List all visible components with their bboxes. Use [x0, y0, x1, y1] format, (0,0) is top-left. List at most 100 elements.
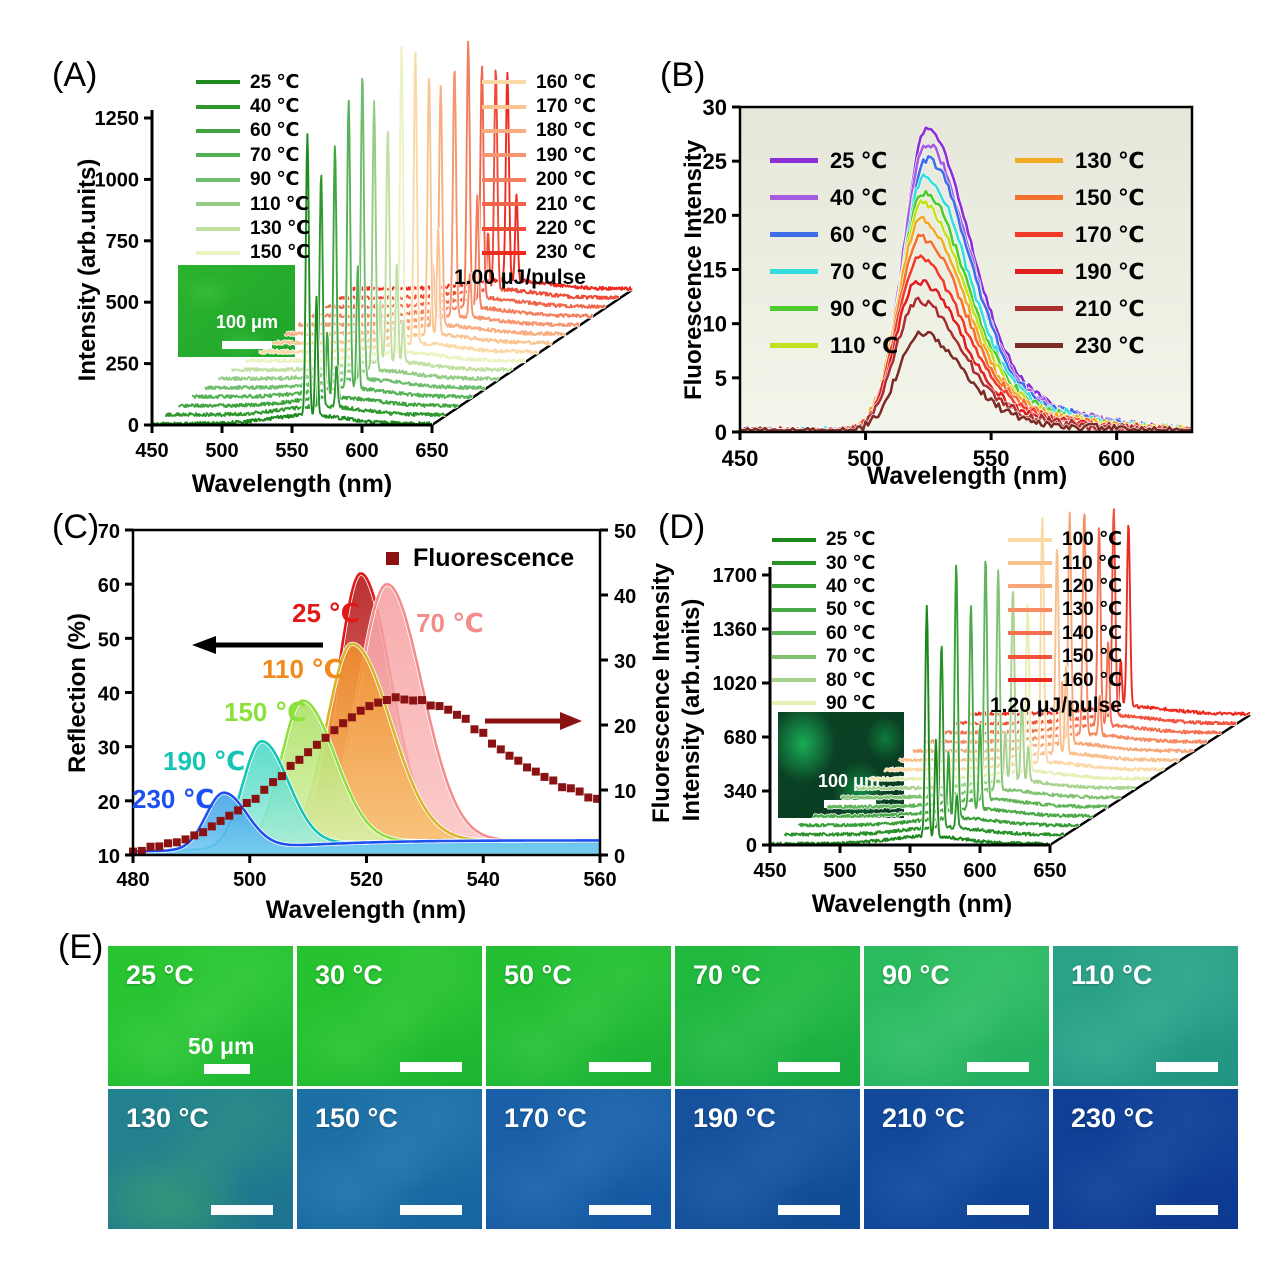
svg-text:40: 40 [98, 684, 120, 706]
micrograph-110c: 110 °C [1053, 946, 1238, 1086]
micrograph-temperature-label: 130 °C [126, 1103, 209, 1133]
panel-d-xlabel: Wavelength (nm) [811, 890, 1013, 918]
legend-label: 40 ℃ [830, 184, 888, 210]
micrograph-210c: 210 °C [864, 1089, 1049, 1229]
right-axis-arrow [560, 712, 582, 730]
legend-entry-210: 210 ℃ [482, 192, 596, 216]
legend-entry-50: 50 ℃ [772, 598, 875, 621]
svg-text:340: 340 [724, 781, 757, 803]
micrograph-temperature-label: 230 °C [1071, 1103, 1154, 1133]
legend-line-swatch [772, 584, 816, 589]
svg-text:1360: 1360 [713, 619, 758, 641]
legend-line-swatch [482, 250, 526, 255]
svg-text:1000: 1000 [95, 169, 140, 191]
legend-line-swatch [772, 537, 816, 542]
legend-label: 170 ℃ [1075, 221, 1145, 247]
curve-label-110: 110 ℃ [262, 654, 343, 684]
micrograph-70c: 70 °C [675, 946, 860, 1086]
svg-text:1020: 1020 [713, 673, 758, 695]
micrograph-scalebar [589, 1205, 651, 1215]
svg-text:40: 40 [614, 586, 636, 608]
legend-entry-140: 140 ℃ [1008, 622, 1122, 645]
legend-line-swatch [482, 226, 526, 231]
panel-c-letter: (C) [52, 508, 100, 546]
legend-label: 190 ℃ [536, 144, 596, 166]
legend-label: 30 ℃ [826, 552, 876, 574]
micrograph-230c: 230 °C [1053, 1089, 1238, 1229]
panel-a-plot: 0 250 500 750 1000 1250 450 500 550 600 650 [95, 40, 634, 462]
legend-entry-60: 60 ℃ [772, 622, 875, 645]
svg-text:10: 10 [614, 781, 636, 803]
legend-label: 25 ℃ [826, 529, 876, 551]
legend-line-swatch [482, 153, 526, 158]
legend-entry-150: 150 ℃ [1008, 645, 1122, 668]
svg-text:30: 30 [98, 738, 120, 760]
micrograph-scalebar [400, 1205, 462, 1215]
micrograph-grid: 25 °C 50 μm 30 °C 50 °C 70 °C 90 °C 110 °C 130 … [30, 926, 1263, 1256]
legend-line-swatch [196, 177, 240, 182]
legend-label: 120 ℃ [1062, 575, 1122, 597]
panel-e: (E) 25 °C 50 μm 30 °C 50 °C 70 °C 90 °C 110 °C… [30, 926, 1263, 1256]
panel-b: 0 5 10 15 20 25 30 450 500 550 600 (B) Fluorescenc… [650, 30, 1260, 498]
svg-text:500: 500 [205, 440, 238, 462]
legend-entry-110: 110 ℃ [196, 192, 310, 216]
legend-line-swatch [482, 80, 526, 85]
svg-text:25: 25 [703, 149, 727, 174]
fluorescence-legend-label: Fluorescence [413, 544, 575, 572]
legend-line-swatch [482, 202, 526, 207]
svg-text:5: 5 [715, 366, 727, 391]
micrograph-scalebar [778, 1062, 840, 1072]
legend-entry-150: 150 ℃ [1015, 179, 1144, 216]
legend-entry-90: 90 ℃ [196, 168, 310, 192]
legend-label: 200 ℃ [536, 169, 596, 191]
legend-label: 210 ℃ [536, 193, 596, 215]
panel-a-letter: (A) [52, 56, 98, 94]
legend-entry-60: 60 ℃ [770, 216, 898, 253]
svg-text:450: 450 [722, 446, 759, 471]
svg-text:30: 30 [614, 651, 636, 673]
legend-entry-120: 120 ℃ [1008, 575, 1122, 598]
panel-a-legend-left: 25 ℃ 40 ℃ 60 ℃ 70 ℃ 90 ℃ 110 ℃ 130 ℃ 150 ℃ [196, 70, 310, 265]
legend-label: 100 ℃ [1062, 529, 1122, 551]
micrograph-temperature-label: 190 °C [693, 1103, 776, 1133]
micrograph-50c: 50 °C [486, 946, 671, 1086]
panel-b-plot: 0 5 10 15 20 25 30 450 500 550 600 [703, 95, 1194, 471]
legend-label: 60 ℃ [250, 120, 300, 142]
legend-line-swatch [770, 158, 818, 163]
legend-entry-130: 130 ℃ [196, 216, 310, 240]
curve-label-150: 150 ℃ [224, 697, 307, 727]
micrograph-scalebar [204, 1064, 250, 1074]
legend-line-swatch [1015, 306, 1063, 311]
svg-text:60: 60 [98, 575, 120, 597]
legend-entry-160: 160 ℃ [1008, 668, 1122, 691]
panel-b-letter: (B) [660, 56, 706, 94]
micrograph-temperature-label: 30 °C [315, 960, 383, 990]
legend-label: 70 ℃ [826, 646, 876, 668]
svg-text:500: 500 [106, 292, 139, 314]
micrograph-150c: 150 °C [297, 1089, 482, 1229]
legend-entry-30: 30 ℃ [772, 551, 875, 574]
svg-text:650: 650 [1033, 860, 1066, 882]
legend-label: 70 ℃ [830, 258, 888, 284]
micrograph-90c: 90 °C [864, 946, 1049, 1086]
svg-text:250: 250 [106, 354, 139, 376]
legend-entry-220: 220 ℃ [482, 216, 596, 240]
legend-line-swatch [1008, 654, 1052, 659]
legend-label: 50 ℃ [826, 599, 876, 621]
svg-text:20: 20 [703, 203, 727, 228]
legend-label: 130 ℃ [1062, 599, 1122, 621]
legend-line-swatch [1008, 561, 1052, 566]
svg-text:750: 750 [106, 231, 139, 253]
legend-entry-150: 150 ℃ [196, 241, 310, 265]
svg-text:30: 30 [703, 95, 727, 120]
panel-c: 10 20 30 40 50 60 70 0 10 20 30 40 50 480 500 520 540 560… [30, 498, 690, 926]
legend-label: 150 ℃ [1062, 646, 1122, 668]
micrograph-scalebar [589, 1062, 651, 1072]
legend-label: 90 ℃ [830, 295, 888, 321]
legend-line-swatch [772, 678, 816, 683]
legend-entry-200: 200 ℃ [482, 168, 596, 192]
legend-label: 110 ℃ [250, 193, 309, 215]
panel-d: 100 μm 0 340 680 1020 1360 1700 450 500 550 600 65… [650, 498, 1268, 926]
legend-line-swatch [772, 607, 816, 612]
legend-entry-90: 90 ℃ [770, 290, 898, 327]
